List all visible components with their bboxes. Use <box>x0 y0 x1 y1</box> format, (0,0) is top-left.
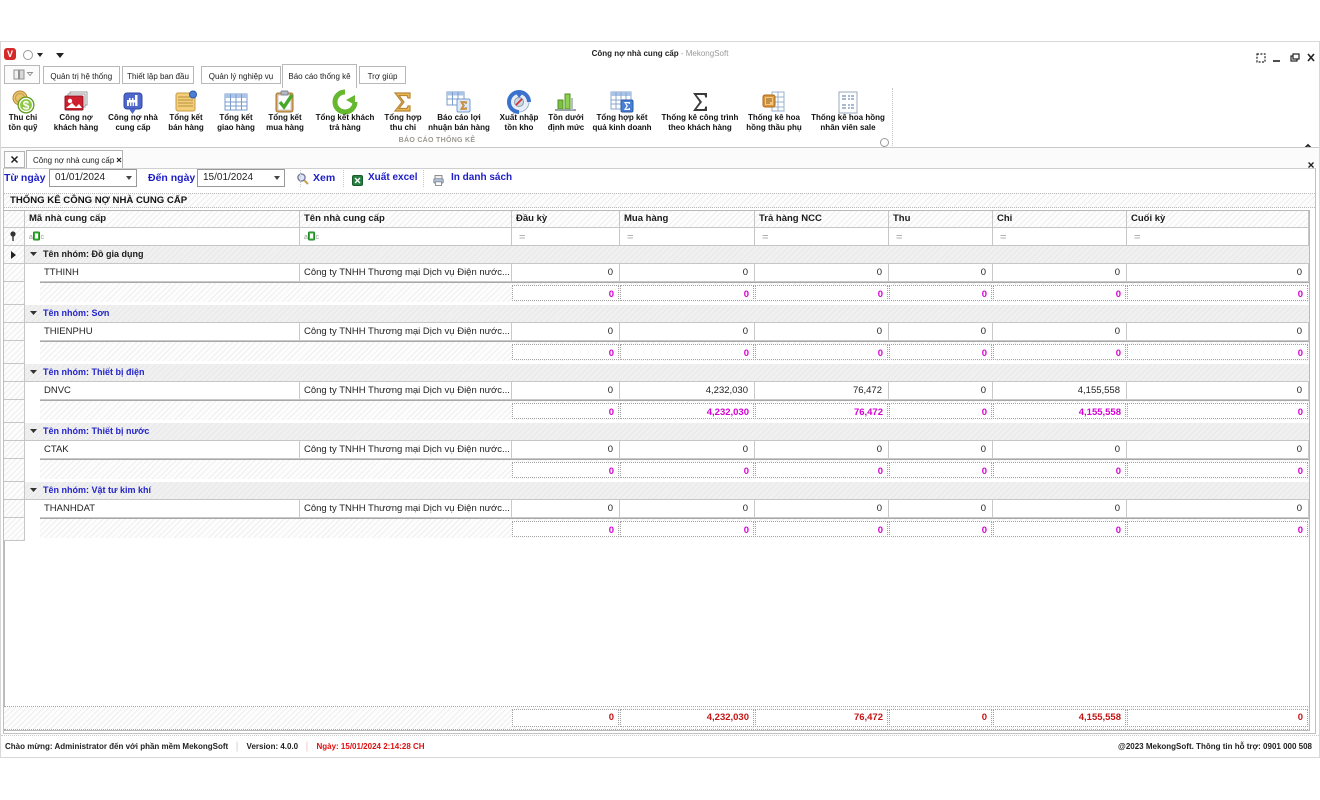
svg-text:c: c <box>316 234 320 241</box>
svg-text:a: a <box>304 234 308 241</box>
svg-text:$: $ <box>23 99 30 113</box>
svg-text:a: a <box>29 234 33 241</box>
svg-text:c: c <box>41 234 45 241</box>
